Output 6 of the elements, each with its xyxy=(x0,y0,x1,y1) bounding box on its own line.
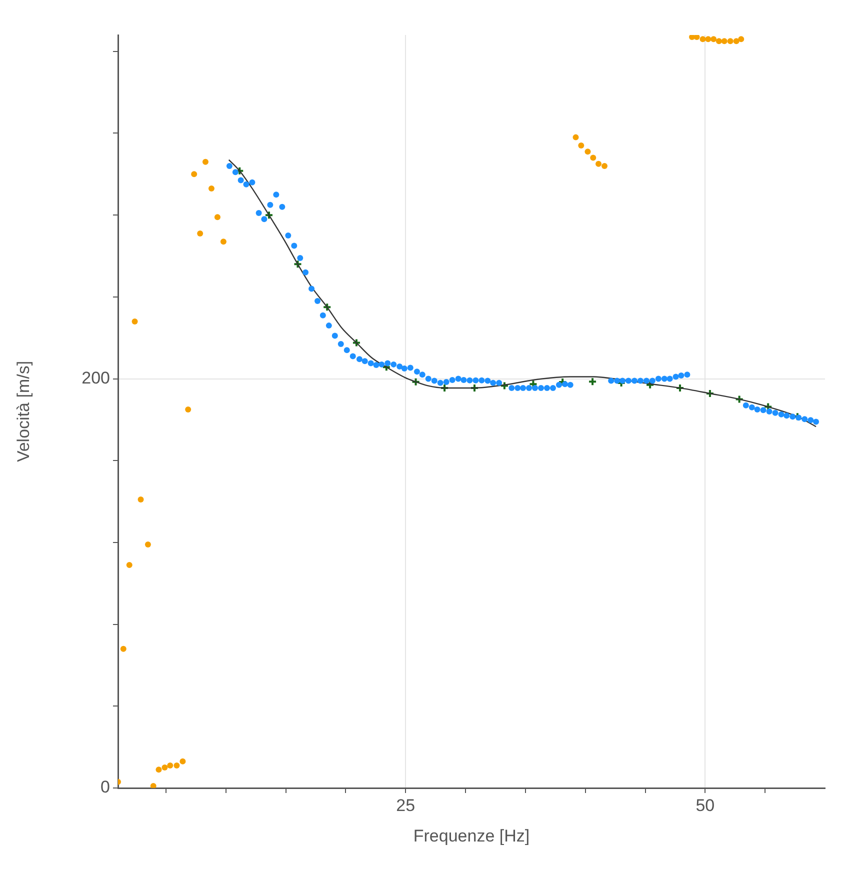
y-tick-label: 0 xyxy=(100,778,110,797)
y-axis-title: Velocità [m/s] xyxy=(14,360,33,462)
x-axis-title: Frequenze [Hz] xyxy=(413,826,530,846)
x-tick-label: 25 xyxy=(396,796,416,815)
y-tick-label: 200 xyxy=(82,368,110,388)
x-tick-label: 50 xyxy=(696,796,715,815)
